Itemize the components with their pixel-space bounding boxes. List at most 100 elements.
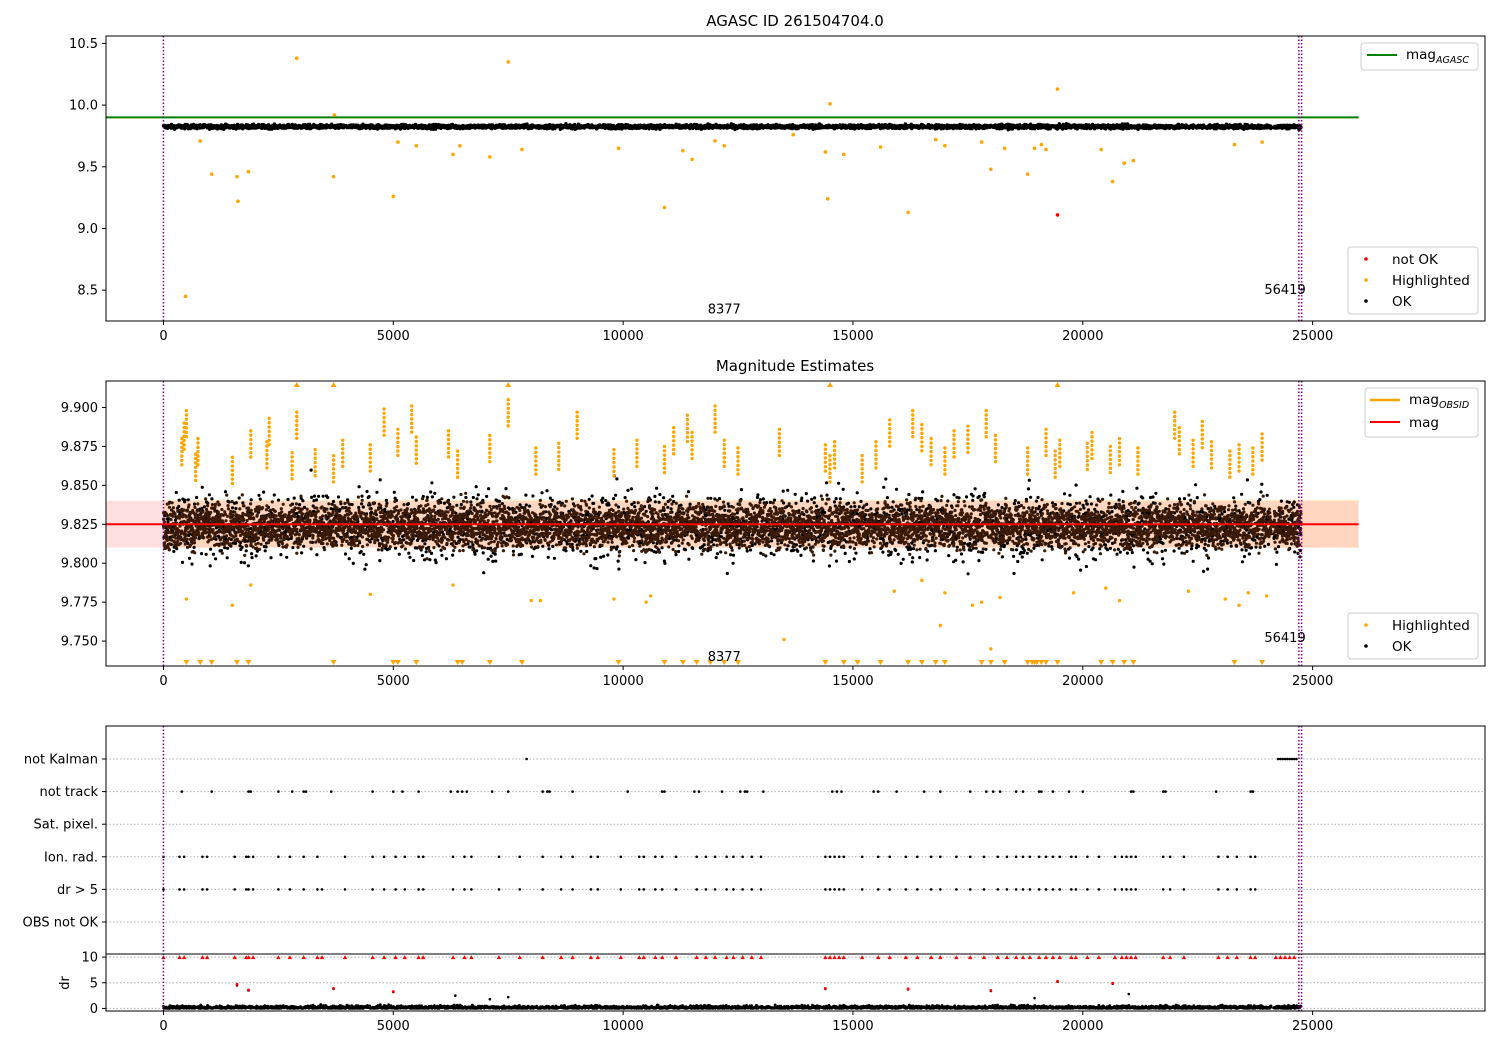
x-tick-label: 5000 (377, 674, 410, 689)
highlighted-point (575, 419, 579, 423)
highlighted-point (575, 414, 579, 419)
x-tick-label: 25000 (1292, 329, 1333, 344)
dr-clipped-marker (1069, 955, 1074, 960)
highlighted-point (557, 463, 561, 467)
highlighted-point (888, 435, 892, 440)
highlighted-point (984, 413, 988, 417)
dr-clipped-marker (1133, 955, 1138, 960)
highlighted-point (1228, 449, 1232, 453)
highlighted-point (1085, 459, 1090, 463)
highlighted-point (860, 475, 864, 480)
highlighted-point (911, 430, 915, 435)
highlighted-point (1122, 161, 1126, 165)
highlighted-point (635, 455, 639, 460)
highlighted-point (1025, 446, 1030, 450)
highlighted-point (966, 441, 970, 446)
legend-label-not-ok: not OK (1392, 252, 1439, 268)
dr-clipped-marker (517, 955, 522, 960)
highlighted-point (1032, 146, 1037, 151)
highlighted-point (506, 419, 510, 424)
highlighted-point (1191, 455, 1195, 460)
highlighted-point (506, 60, 511, 64)
dr-clipped-marker (659, 955, 665, 960)
highlighted-point (860, 480, 864, 484)
dr-clipped-marker (342, 955, 348, 960)
highlighted-point (506, 411, 510, 415)
dr-clipped-marker (1043, 955, 1049, 960)
dr-clipped-marker (712, 955, 718, 960)
highlighted-point (409, 426, 414, 430)
highlighted-point (1053, 453, 1057, 458)
highlighted-point (736, 446, 740, 450)
highlighted-point (575, 436, 579, 441)
clipped-low-marker (1259, 660, 1266, 665)
highlighted-point (998, 595, 1002, 600)
dr-clipped-marker (653, 955, 658, 960)
highlighted-point (180, 463, 184, 467)
highlighted-point (196, 441, 200, 445)
highlighted-point (690, 157, 694, 162)
highlighted-point (341, 455, 345, 460)
highlighted-point (1237, 456, 1241, 460)
highlighted-point (396, 445, 400, 449)
highlighted-point (1090, 456, 1094, 461)
highlighted-point (1058, 438, 1062, 442)
dr-clipped-marker (967, 955, 973, 960)
highlighted-point (267, 425, 271, 429)
dr-red-point (247, 988, 250, 992)
dr-clipped-marker (981, 955, 987, 960)
highlighted-point (1228, 471, 1232, 475)
highlighted-point (295, 410, 299, 414)
highlighted-point (249, 583, 253, 587)
flag-row-label: not Kalman (24, 753, 98, 768)
highlighted-point (1025, 459, 1030, 463)
highlighted-point (265, 448, 269, 453)
dr-points (162, 1003, 1303, 1010)
axes-frame-flags (105, 725, 1486, 1012)
highlighted-point (313, 465, 317, 469)
highlighted-point (828, 102, 832, 106)
x-tick-label: 15000 (832, 1019, 873, 1034)
dr-clipped-marker (177, 955, 182, 960)
highlighted-point (1090, 435, 1094, 439)
highlighted-point (295, 423, 299, 427)
highlighted-point (1053, 471, 1057, 475)
dr-red-point (1111, 981, 1115, 985)
highlighted-point (409, 404, 414, 408)
highlighted-point (911, 435, 915, 439)
highlighted-point (341, 442, 345, 447)
dr-clipped-marker (1027, 955, 1033, 960)
highlighted-point (612, 460, 616, 465)
highlighted-point (193, 452, 198, 456)
highlighted-point (331, 174, 336, 179)
highlighted-point (295, 436, 299, 441)
highlighted-point (209, 172, 214, 176)
clipped-high-marker (826, 382, 833, 387)
highlighted-point (970, 603, 975, 607)
clipped-high-marker (1054, 382, 1061, 387)
highlighted-point (984, 421, 988, 426)
flag-grid (106, 758, 1485, 923)
highlighted-point (414, 457, 418, 461)
highlighted-point (290, 459, 294, 464)
highlighted-point (1136, 450, 1140, 455)
highlighted-point (943, 463, 947, 468)
highlighted-point (993, 438, 998, 442)
highlighted-point (662, 470, 667, 475)
dr-clipped-marker (315, 955, 320, 960)
highlighted-point (713, 426, 717, 430)
legend-label-highlighted: Highlighted (1392, 618, 1470, 634)
highlighted-point (446, 450, 451, 455)
dr-clipped-marker (758, 955, 764, 960)
clipped-low-marker (905, 660, 912, 665)
highlighted-point (1191, 451, 1195, 455)
dr-clipped-marker (1073, 955, 1079, 960)
flag-row-label: not track (39, 785, 98, 800)
clipped-low-marker (693, 660, 700, 665)
clipped-low-marker (1038, 660, 1045, 665)
highlighted-point (1117, 454, 1122, 458)
dr-axis-label: dr (58, 976, 73, 990)
highlighted-point (952, 437, 956, 442)
dr-clipped-marker (558, 955, 564, 960)
clipped-low-marker (840, 660, 847, 665)
